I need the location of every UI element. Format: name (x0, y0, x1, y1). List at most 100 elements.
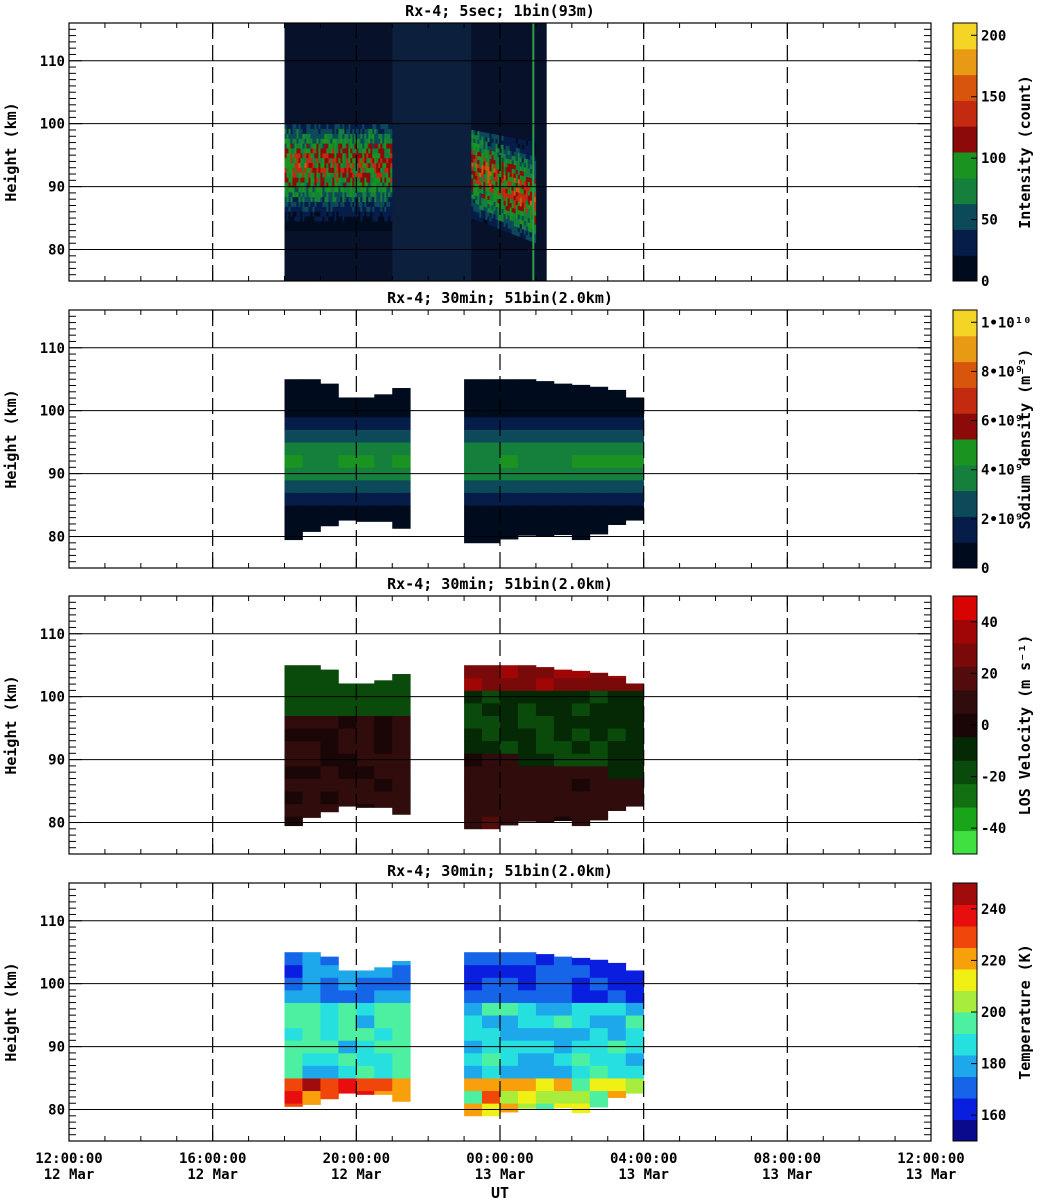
intensity-cell (519, 210, 522, 216)
intensity-cell (294, 133, 297, 139)
intensity-cell (304, 152, 307, 159)
intensity-cell (489, 146, 492, 151)
intensity-cell (304, 206, 307, 212)
data-cell (464, 505, 483, 519)
intensity-cell (507, 137, 510, 142)
colorbar-swatch (953, 990, 977, 1013)
data-cell (607, 803, 627, 811)
intensity-cell (356, 225, 359, 232)
intensity-cell (332, 186, 335, 193)
intensity-cell (354, 177, 357, 183)
intensity-cell (511, 225, 514, 230)
data-cell (338, 791, 357, 805)
intensity-cell (284, 152, 287, 159)
intensity-cell (372, 162, 375, 168)
intensity-cell (334, 152, 337, 159)
intensity-cell (485, 157, 488, 163)
intensity-cell (348, 138, 351, 144)
intensity-cell (296, 172, 299, 178)
intensity-cell (523, 184, 526, 190)
intensity-cell (509, 137, 512, 143)
intensity-cell (499, 190, 502, 196)
intensity-cell (519, 223, 522, 229)
intensity-cell (342, 220, 345, 227)
intensity-cell (479, 192, 482, 198)
intensity-cell (350, 167, 353, 173)
data-cell (284, 803, 303, 817)
intensity-cell (390, 196, 393, 202)
data-cell (338, 778, 357, 792)
intensity-cell (521, 219, 524, 225)
intensity-cell (507, 197, 510, 203)
intensity-cell (527, 181, 531, 187)
data-cell (374, 702, 393, 716)
intensity-cell (481, 209, 484, 215)
intensity-cell (495, 197, 498, 203)
intensity-cell (332, 123, 335, 130)
data-cell (571, 391, 591, 405)
intensity-cell (483, 177, 486, 183)
intensity-cell (300, 211, 303, 217)
intensity-cell (334, 128, 337, 134)
intensity-cell (503, 196, 506, 202)
intensity-cell (372, 196, 375, 202)
intensity-cell (513, 151, 516, 157)
intensity-cell (378, 133, 381, 139)
intensity-cell (523, 158, 526, 164)
intensity-cell (382, 211, 385, 217)
data-cell (500, 391, 519, 405)
intensity-cell (368, 172, 371, 178)
intensity-cell (296, 196, 299, 202)
intensity-cell (529, 177, 533, 183)
intensity-cell (312, 225, 315, 232)
intensity-cell (487, 158, 490, 163)
intensity-cell (491, 213, 494, 219)
intensity-cell (286, 123, 289, 130)
intensity-cell (390, 177, 393, 183)
intensity-cell (344, 143, 347, 149)
intensity-cell (290, 138, 293, 144)
data-cell (482, 952, 501, 966)
intensity-cell (475, 150, 478, 156)
intensity-cell (519, 157, 522, 163)
intensity-cell (493, 163, 496, 169)
intensity-cell (354, 143, 357, 149)
intensity-cell (334, 211, 337, 217)
intensity-cell (483, 185, 486, 191)
intensity-cell (310, 206, 313, 212)
intensity-cell (298, 216, 301, 222)
intensity-cell (348, 143, 351, 149)
intensity-cell (517, 143, 520, 149)
intensity-cell (491, 192, 494, 198)
intensity-cell (346, 167, 349, 173)
data-cell (284, 1103, 303, 1107)
data-cell (500, 677, 519, 691)
data-cell (589, 391, 609, 405)
intensity-cell (491, 142, 494, 147)
data-cell (356, 778, 375, 792)
intensity-cell (491, 146, 494, 152)
intensity-cell (372, 182, 375, 188)
data-cell (607, 454, 627, 468)
intensity-cell (294, 211, 297, 217)
data-cell (553, 964, 573, 978)
intensity-cell (529, 200, 533, 206)
data-cell (320, 505, 339, 519)
intensity-cell (378, 196, 381, 202)
intensity-cell (356, 128, 359, 134)
data-cell (302, 715, 321, 729)
intensity-cell (296, 177, 299, 183)
intensity-cell (380, 143, 383, 149)
intensity-cell (330, 196, 333, 202)
intensity-cell (366, 196, 369, 202)
data-cell (625, 791, 645, 805)
intensity-cell (292, 196, 295, 202)
intensity-cell (386, 138, 389, 144)
intensity-cell (501, 165, 504, 171)
data-cell (571, 728, 591, 742)
intensity-cell (497, 215, 500, 221)
intensity-cell (507, 219, 510, 225)
data-cell (535, 677, 555, 691)
intensity-cell (322, 157, 325, 164)
colorbar-swatch (953, 203, 977, 230)
